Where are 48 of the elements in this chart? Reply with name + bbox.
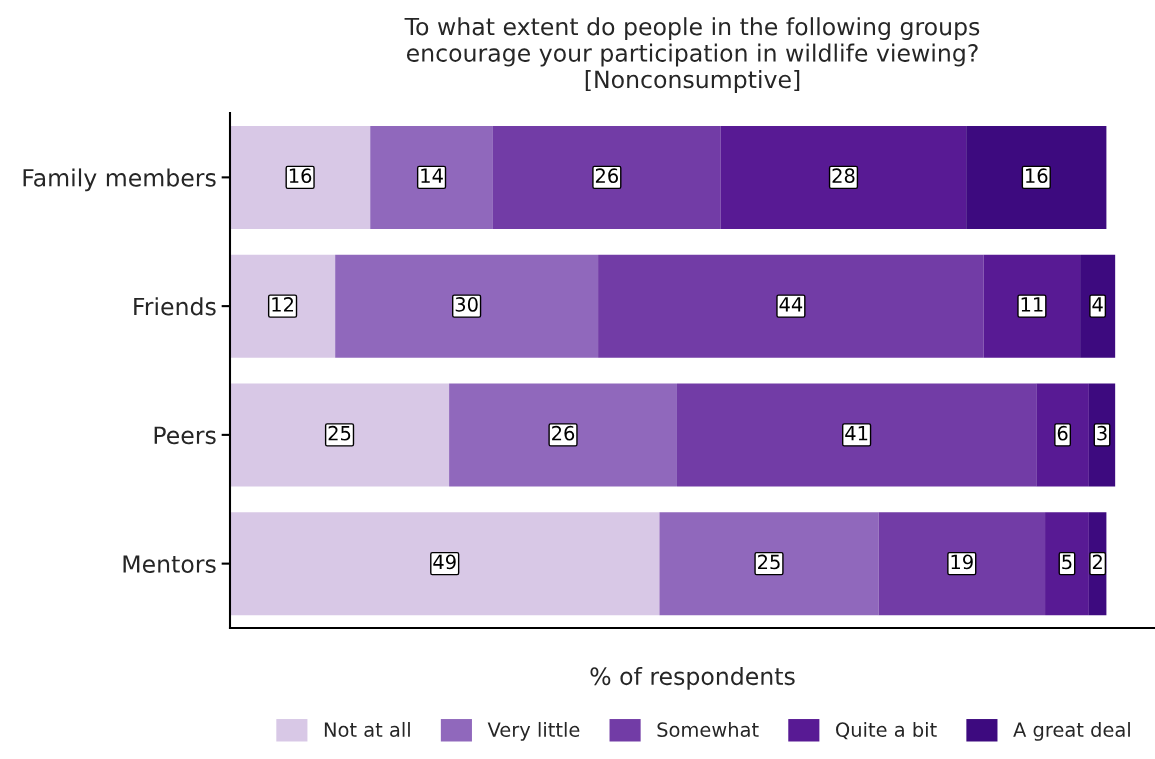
bar (335, 254, 599, 358)
data-label: 41 (845, 426, 868, 441)
data-label: 16 (289, 168, 312, 184)
data-label: 3 (1097, 425, 1107, 441)
bar (1036, 383, 1089, 487)
bar (1045, 512, 1089, 616)
data-label: 16 (1026, 168, 1048, 184)
bar (659, 512, 879, 616)
bar (230, 254, 336, 358)
legend-label: Not at all (324, 721, 410, 738)
x-axis-title: % of respondents (590, 666, 795, 690)
bar (492, 125, 721, 229)
data-label: 25 (758, 554, 780, 570)
bar (230, 383, 450, 487)
data-label: 2 (1092, 554, 1102, 569)
data-label: 49 (433, 554, 456, 570)
bar (230, 125, 371, 229)
bar (966, 125, 1107, 229)
data-label: 19 (951, 554, 973, 570)
bar (983, 254, 1081, 358)
bar (230, 512, 660, 616)
y-tick-label: Family members (23, 168, 216, 192)
bar (598, 254, 984, 358)
data-label: 11 (1021, 297, 1043, 312)
data-label: 4 (1092, 297, 1103, 312)
bar (449, 383, 677, 487)
data-label: 6 (1057, 425, 1068, 441)
legend-label: Somewhat (657, 721, 759, 738)
bar (878, 512, 1046, 616)
bar (370, 125, 493, 229)
data-label: 26 (595, 168, 618, 184)
y-tick-label: Peers (154, 426, 216, 445)
chart-title: To what extent do people in the following groups encourage your participation in wildlife viewing? [Nonconsumptive] (404, 17, 980, 93)
data-label: 28 (832, 168, 855, 184)
data-label: 5 (1062, 554, 1072, 570)
legend-label: Quite a bit (836, 721, 937, 740)
legend-label: Very little (487, 721, 580, 741)
data-label: 30 (455, 297, 478, 312)
data-label: 14 (421, 168, 443, 183)
y-tick-label: Mentors (123, 555, 216, 573)
bar (720, 125, 967, 229)
data-label: 12 (272, 297, 294, 312)
data-label: 26 (552, 425, 575, 441)
bar (676, 383, 1037, 487)
data-label: 44 (779, 297, 803, 312)
data-label: 25 (328, 425, 351, 441)
y-tick-label: Friends (134, 297, 216, 316)
legend-label: A great deal (1013, 721, 1130, 741)
